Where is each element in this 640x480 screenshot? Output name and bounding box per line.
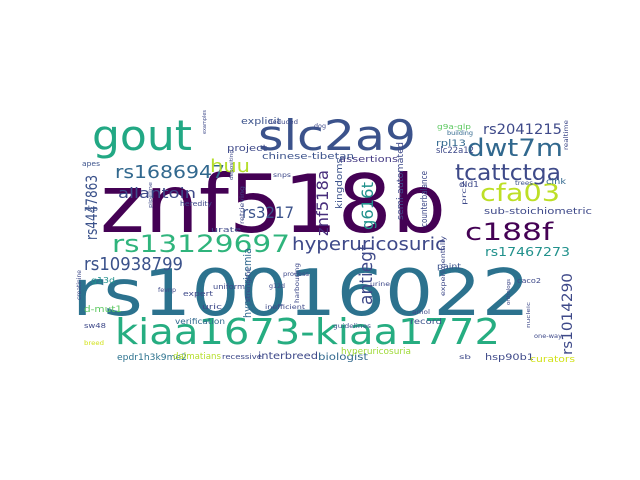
word-dwt7m: dwt7m bbox=[467, 134, 563, 162]
word-nucleic: nucleic bbox=[526, 302, 532, 328]
word-urine: urine bbox=[370, 281, 390, 288]
word-one-way: one-way bbox=[534, 333, 562, 340]
word-kingdoms: kingdoms bbox=[335, 158, 345, 209]
word-rs10016022: rs10016022 bbox=[72, 257, 530, 331]
word-verification: verification bbox=[175, 317, 225, 326]
word-g12d: g12d bbox=[269, 283, 285, 290]
word-retrieving: retrieving bbox=[239, 186, 246, 224]
word-recessive: recessive bbox=[222, 353, 262, 361]
word-paint: paint bbox=[437, 262, 461, 271]
word-inefficient: inefficient bbox=[265, 304, 306, 311]
word-pipeline: pipeline bbox=[148, 182, 154, 208]
word-semi-automated: semi-automated bbox=[396, 142, 406, 220]
word-counterbalance: counterbalance bbox=[420, 171, 430, 227]
word-znf518a: znf518a bbox=[313, 170, 332, 236]
word-gout: gout bbox=[92, 111, 192, 160]
word-harbouring: harbouring bbox=[294, 263, 301, 303]
word-amol: amol bbox=[412, 309, 430, 316]
word-allantoin: allantoin bbox=[118, 186, 196, 202]
word-g9a-glp: g9a-glp bbox=[437, 123, 472, 131]
word-depositing: depositing bbox=[229, 150, 235, 180]
word-cfa03: cfa03 bbox=[480, 179, 560, 207]
word-sw48: sw48 bbox=[84, 322, 106, 330]
word-kiaa1673-kiaa1772: kiaa1673-kiaa1772 bbox=[115, 312, 500, 353]
word-rs13129697: rs13129697 bbox=[112, 230, 290, 258]
word-rpl13: rpl13 bbox=[436, 139, 466, 149]
word-tcattctga: tcattctga bbox=[455, 161, 561, 186]
word-fevnp: fevnp bbox=[158, 287, 176, 294]
word-building: building bbox=[447, 130, 473, 137]
word-snps: snps bbox=[273, 172, 291, 179]
word-dalmatians: dalmatians bbox=[173, 352, 221, 362]
word-assertions: assertions bbox=[339, 155, 398, 165]
word-strengths: strengths bbox=[245, 268, 252, 302]
word-rs3217: rs3217 bbox=[242, 203, 294, 222]
word-explicit: explicit bbox=[241, 117, 282, 127]
word-hyperuricosuric: hyperuricosuric bbox=[292, 234, 446, 255]
word-caco2: caco2 bbox=[517, 277, 541, 285]
word-breed: breed bbox=[84, 340, 104, 347]
word-creatinine: creatinine bbox=[76, 270, 83, 300]
word-rs1686947: rs1686947 bbox=[115, 162, 225, 183]
word-trees: trees bbox=[515, 180, 533, 187]
word-urate: urate bbox=[211, 226, 241, 234]
word-epdr1h3k9me2: epdr1h3k9me2 bbox=[117, 353, 187, 363]
word-experimentally: experimentally bbox=[440, 235, 447, 296]
word-orthologs: orthologs bbox=[506, 279, 512, 305]
word-znf518b: znf518b bbox=[100, 158, 446, 251]
word-g13d: g13d bbox=[91, 276, 115, 285]
word-hyperuricosuria: hyperuricosuria bbox=[341, 347, 411, 357]
word-g616t: g616t bbox=[358, 182, 377, 230]
word-rs17467273: rs17467273 bbox=[485, 245, 570, 259]
word-curators: curators bbox=[530, 355, 575, 365]
word-guidelines: guidelines bbox=[333, 323, 371, 330]
word-prc2: prc2 bbox=[461, 181, 468, 205]
word-slc22a12: slc22a12 bbox=[436, 146, 474, 156]
word-rs4447863: rs4447863 bbox=[82, 175, 101, 240]
word-examples: examples bbox=[202, 110, 208, 134]
word-sub-stoichiometric: sub-stoichiometric bbox=[484, 207, 592, 217]
word-rs2041215: rs2041215 bbox=[483, 122, 562, 138]
word-hyperuricemia: hyperuricemia bbox=[241, 248, 254, 318]
word-biologist: biologist bbox=[318, 352, 368, 363]
word-sb: sb bbox=[459, 354, 471, 361]
word-record: record bbox=[410, 317, 442, 326]
word-rs10938799: rs10938799 bbox=[84, 254, 183, 275]
word-rko: rko bbox=[84, 205, 98, 213]
word-deduced: deduced bbox=[268, 119, 298, 126]
word-dld1: dld1 bbox=[459, 180, 479, 189]
word-uniform: uniform bbox=[213, 283, 245, 291]
word-dog: dog bbox=[314, 123, 326, 130]
word-clnk: clnk bbox=[546, 177, 566, 186]
word-d-mut1: d-mut1 bbox=[84, 305, 122, 315]
word-expert: expert bbox=[183, 290, 213, 298]
word-realtime: realtime bbox=[563, 120, 570, 150]
word-huu: huu bbox=[210, 156, 250, 177]
word-project: project bbox=[227, 144, 268, 154]
word-process: process bbox=[283, 271, 309, 278]
word-c188f: c188f bbox=[465, 218, 554, 246]
word-rs1014290: rs1014290 bbox=[560, 273, 576, 355]
word-apes: apes bbox=[82, 160, 100, 168]
word-uric: uric bbox=[202, 303, 222, 311]
word-antiegf: antiegf bbox=[356, 244, 377, 305]
word-slc2a9: slc2a9 bbox=[258, 111, 416, 160]
word-chinese-tibetan: chinese-tibetan bbox=[262, 152, 354, 162]
word-hsp90b1: hsp90b1 bbox=[485, 353, 534, 363]
word-interbreed: interbreed bbox=[258, 351, 318, 362]
word-heredity: heredity bbox=[180, 200, 212, 208]
